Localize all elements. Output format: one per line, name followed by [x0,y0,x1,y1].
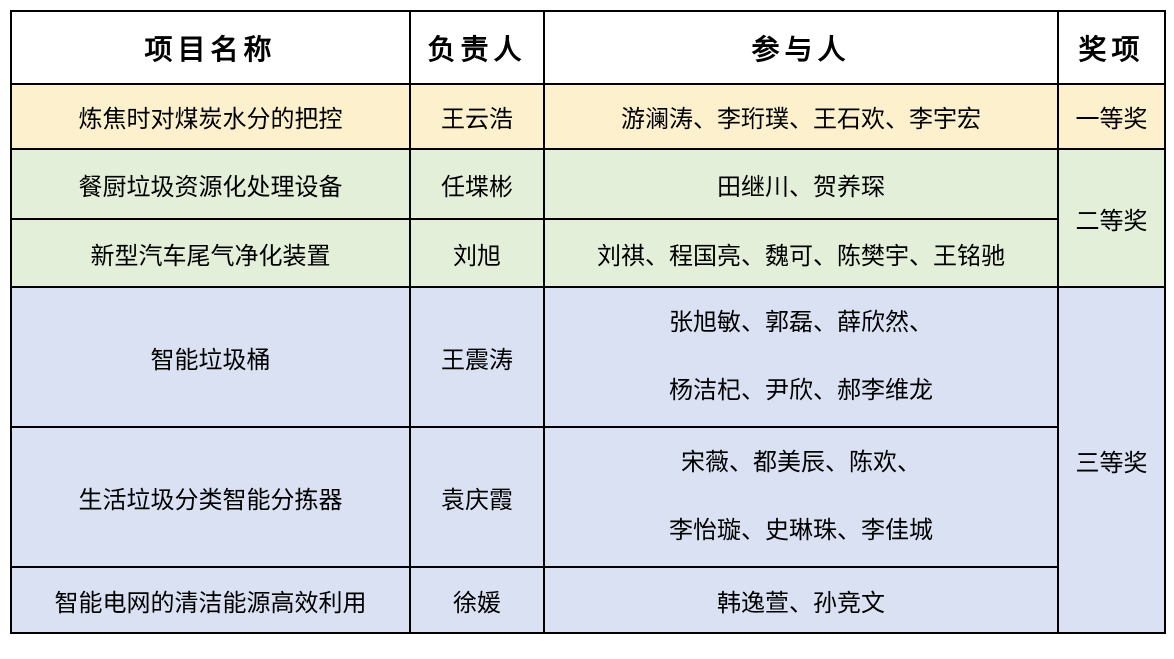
header-award: 奖项 [1057,10,1166,85]
award-cell-second-prize: 二等奖 [1057,148,1166,288]
header-project: 项目名称 [10,10,411,85]
project-cell: 智能垃圾桶 [10,286,411,428]
project-cell: 智能电网的清洁能源高效利用 [10,566,411,634]
leader-cell: 徐媛 [409,566,545,634]
project-cell: 生活垃圾分类智能分拣器 [10,426,411,568]
participants-cell: 宋薇、都美辰、陈欢、 李怡璇、史琳珠、李佳城 [543,426,1059,568]
participants-cell: 游澜涛、李珩璞、王石欢、李宇宏 [543,83,1059,150]
leader-cell: 任堞彬 [409,148,545,220]
leader-cell: 袁庆霞 [409,426,545,568]
project-cell: 餐厨垃圾资源化处理设备 [10,148,411,220]
project-cell: 炼焦时对煤炭水分的把控 [10,83,411,150]
award-cell-first-prize: 一等奖 [1057,83,1166,150]
participants-cell: 田继川、贺养琛 [543,148,1059,220]
table-row: 餐厨垃圾资源化处理设备 任堞彬 田继川、贺养琛 二等奖 [10,148,1166,288]
participants-lines: 张旭敏、郭磊、薛欣然、 杨洁杞、尹欣、郝李维龙 [546,289,1056,425]
leader-cell: 刘旭 [409,218,545,288]
table-row: 新型汽车尾气净化装置 刘旭 刘祺、程国亮、魏可、陈樊宇、王铭驰 [10,218,1165,288]
table-row: 炼焦时对煤炭水分的把控 王云浩 游澜涛、李珩璞、王石欢、李宇宏 一等奖 [10,83,1166,150]
award-cell-third-prize: 三等奖 [1057,286,1166,634]
leader-cell: 王震涛 [409,286,545,428]
participants-line: 李怡璇、史琳珠、李佳城 [669,517,933,544]
table-row: 生活垃圾分类智能分拣器 袁庆霞 宋薇、都美辰、陈欢、 李怡璇、史琳珠、李佳城 [10,426,1165,568]
header-leader: 负责人 [409,10,545,85]
participants-line: 张旭敏、郭磊、薛欣然、 [669,309,933,336]
participants-line: 杨洁杞、尹欣、郝李维龙 [669,377,933,404]
participants-cell: 刘祺、程国亮、魏可、陈樊宇、王铭驰 [543,218,1059,288]
project-cell: 新型汽车尾气净化装置 [10,218,411,288]
participants-line: 宋薇、都美辰、陈欢、 [681,449,921,476]
table-row: 智能垃圾桶 王震涛 张旭敏、郭磊、薛欣然、 杨洁杞、尹欣、郝李维龙 三等奖 [10,286,1166,634]
participants-lines: 宋薇、都美辰、陈欢、 李怡璇、史琳珠、李佳城 [546,429,1056,565]
participants-cell: 韩逸萱、孙竞文 [543,566,1059,634]
awards-table: 项目名称 负责人 参与人 奖项 炼焦时对煤炭水分的把控 王云浩 游澜涛、李珩璞、… [10,10,1166,634]
table-row: 智能电网的清洁能源高效利用 徐媛 韩逸萱、孙竞文 [10,566,1165,634]
header-participants: 参与人 [543,10,1059,85]
leader-cell: 王云浩 [409,83,545,150]
table-header-row: 项目名称 负责人 参与人 奖项 [10,10,1166,85]
participants-cell: 张旭敏、郭磊、薛欣然、 杨洁杞、尹欣、郝李维龙 [543,286,1059,428]
